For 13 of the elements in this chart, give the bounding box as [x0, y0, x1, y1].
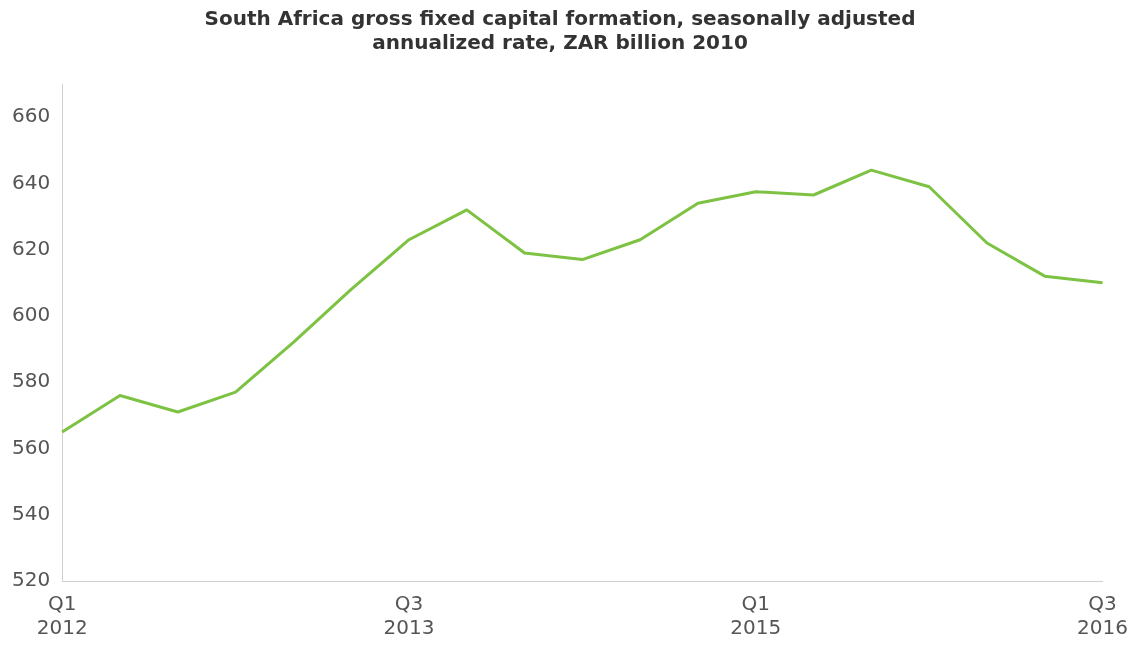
- y-tick-label: 540: [11, 500, 51, 525]
- y-tick-label: 560: [11, 434, 51, 459]
- y-tick-label: 580: [11, 368, 51, 393]
- x-tick-label: Q1 2012: [36, 591, 88, 640]
- chart-title: South Africa gross fixed capital formation, seasonally adjusted annualized rate, ZAR billion 2010: [204, 6, 916, 55]
- y-tick-label: 520: [11, 567, 51, 592]
- x-tick-label: Q3 2013: [383, 591, 435, 640]
- y-tick-label: 620: [11, 235, 51, 260]
- y-tick-label: 600: [11, 302, 51, 327]
- x-tick-label: Q3 2016: [1077, 591, 1128, 640]
- x-tick-label: Q1 2015: [730, 591, 782, 640]
- y-tick-label: 640: [11, 169, 51, 194]
- y-tick-label: 660: [11, 103, 51, 128]
